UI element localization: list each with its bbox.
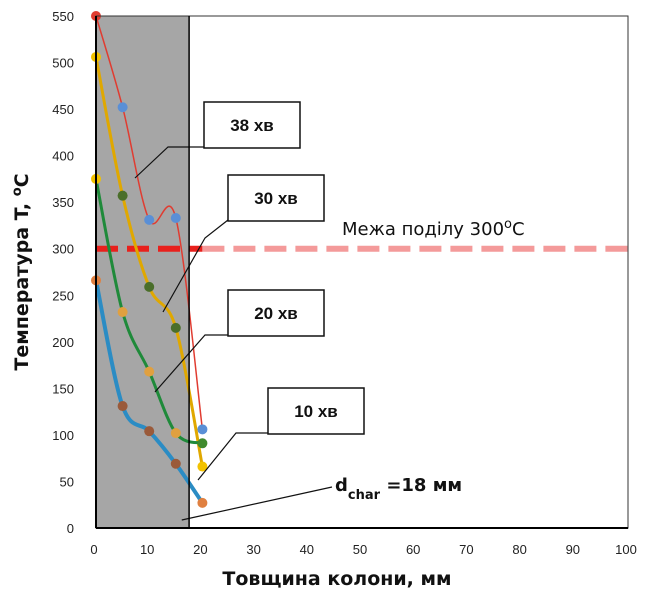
axes-layer: 0 50 100 150 200 250 300 350 400 450 500 550 0 10 20 30… [52,9,637,557]
y-axis-title-prefix: Температура T, [11,196,33,370]
y-tick-label: 300 [52,242,74,257]
x-tick-label: 30 [246,542,260,557]
callout-label-1: 38 хв [230,116,274,135]
x-tick-label: 80 [512,542,526,557]
d-char-label: dchar =18 мм [335,475,462,503]
x-tick-label: 100 [615,542,637,557]
callout-leader-2 [162,219,229,313]
series-1-point-3 [144,214,155,225]
callout-box-3 [227,289,325,337]
series-3-point-4 [170,428,181,439]
callout-label-4: 10 хв [294,402,338,421]
y-axis-title-unit: C [11,173,33,187]
y-tick-label: 500 [52,56,74,71]
y-tick-label: 150 [52,381,74,396]
x-tick-label: 50 [353,542,367,557]
series-4-point-3 [144,426,155,437]
y-axis-title-sup: o [10,187,25,196]
series-2-point-2 [117,190,128,201]
callout-leader-4 [197,432,268,481]
x-tick-label: 70 [459,542,473,557]
series-line-3 [94,178,203,445]
callout-box-1 [203,101,301,149]
y-tick-label: 400 [52,149,74,164]
series-3-point-2 [117,307,128,318]
y-tick-label: 100 [52,428,74,443]
d-char-leader [181,486,333,521]
series-3-point-3 [144,366,155,377]
callout-leader-1 [134,146,204,179]
x-tick-label: 0 [90,542,97,557]
series-layer [91,11,208,508]
threshold-label-prefix: Межа поділу 300 [342,219,504,240]
y-tick-label: 350 [52,195,74,210]
series-1-point-5 [197,424,208,435]
series-2-point-5 [197,461,208,472]
series-4-point-2 [117,401,128,412]
series-3-point-5 [197,438,208,449]
threshold-label-unit: C [512,219,525,240]
series-1-point-2 [117,102,128,113]
series-4-point-4 [170,458,181,469]
x-tick-label: 60 [406,542,420,557]
threshold-label-sup: o [504,217,512,232]
d-char-label-main: d [335,475,348,496]
callout-label-3: 20 хв [254,304,298,323]
callout-leader-3 [154,334,228,393]
series-1-point-4 [170,213,181,224]
x-axis-title: Товщина колони, мм [222,568,451,590]
x-tick-label: 20 [193,542,207,557]
y-tick-label: 50 [60,474,74,489]
y-tick-label: 550 [52,9,74,24]
callout-layer: 38 хв 30 хв 20 хв 10 хв [134,101,365,521]
y-axis-title: Температура T, oC [10,173,34,370]
x-tick-label: 90 [566,542,580,557]
x-tick-label: 40 [300,542,314,557]
y-tick-label: 250 [52,288,74,303]
y-tick-label: 450 [52,102,74,117]
callout-label-2: 30 хв [254,189,298,208]
series-2-point-3 [144,281,155,292]
callout-box-2 [227,174,325,222]
y-tick-label: 200 [52,335,74,350]
d-char-label-rest: =18 мм [380,475,462,496]
series-4-point-5 [197,497,208,508]
x-tick-label: 10 [140,542,154,557]
callout-box-4 [267,387,365,435]
threshold-label: Межа поділу 300oC [342,217,525,241]
d-char-label-sub: char [348,488,381,503]
series-2-point-4 [170,322,181,333]
y-tick-label: 0 [67,521,74,536]
